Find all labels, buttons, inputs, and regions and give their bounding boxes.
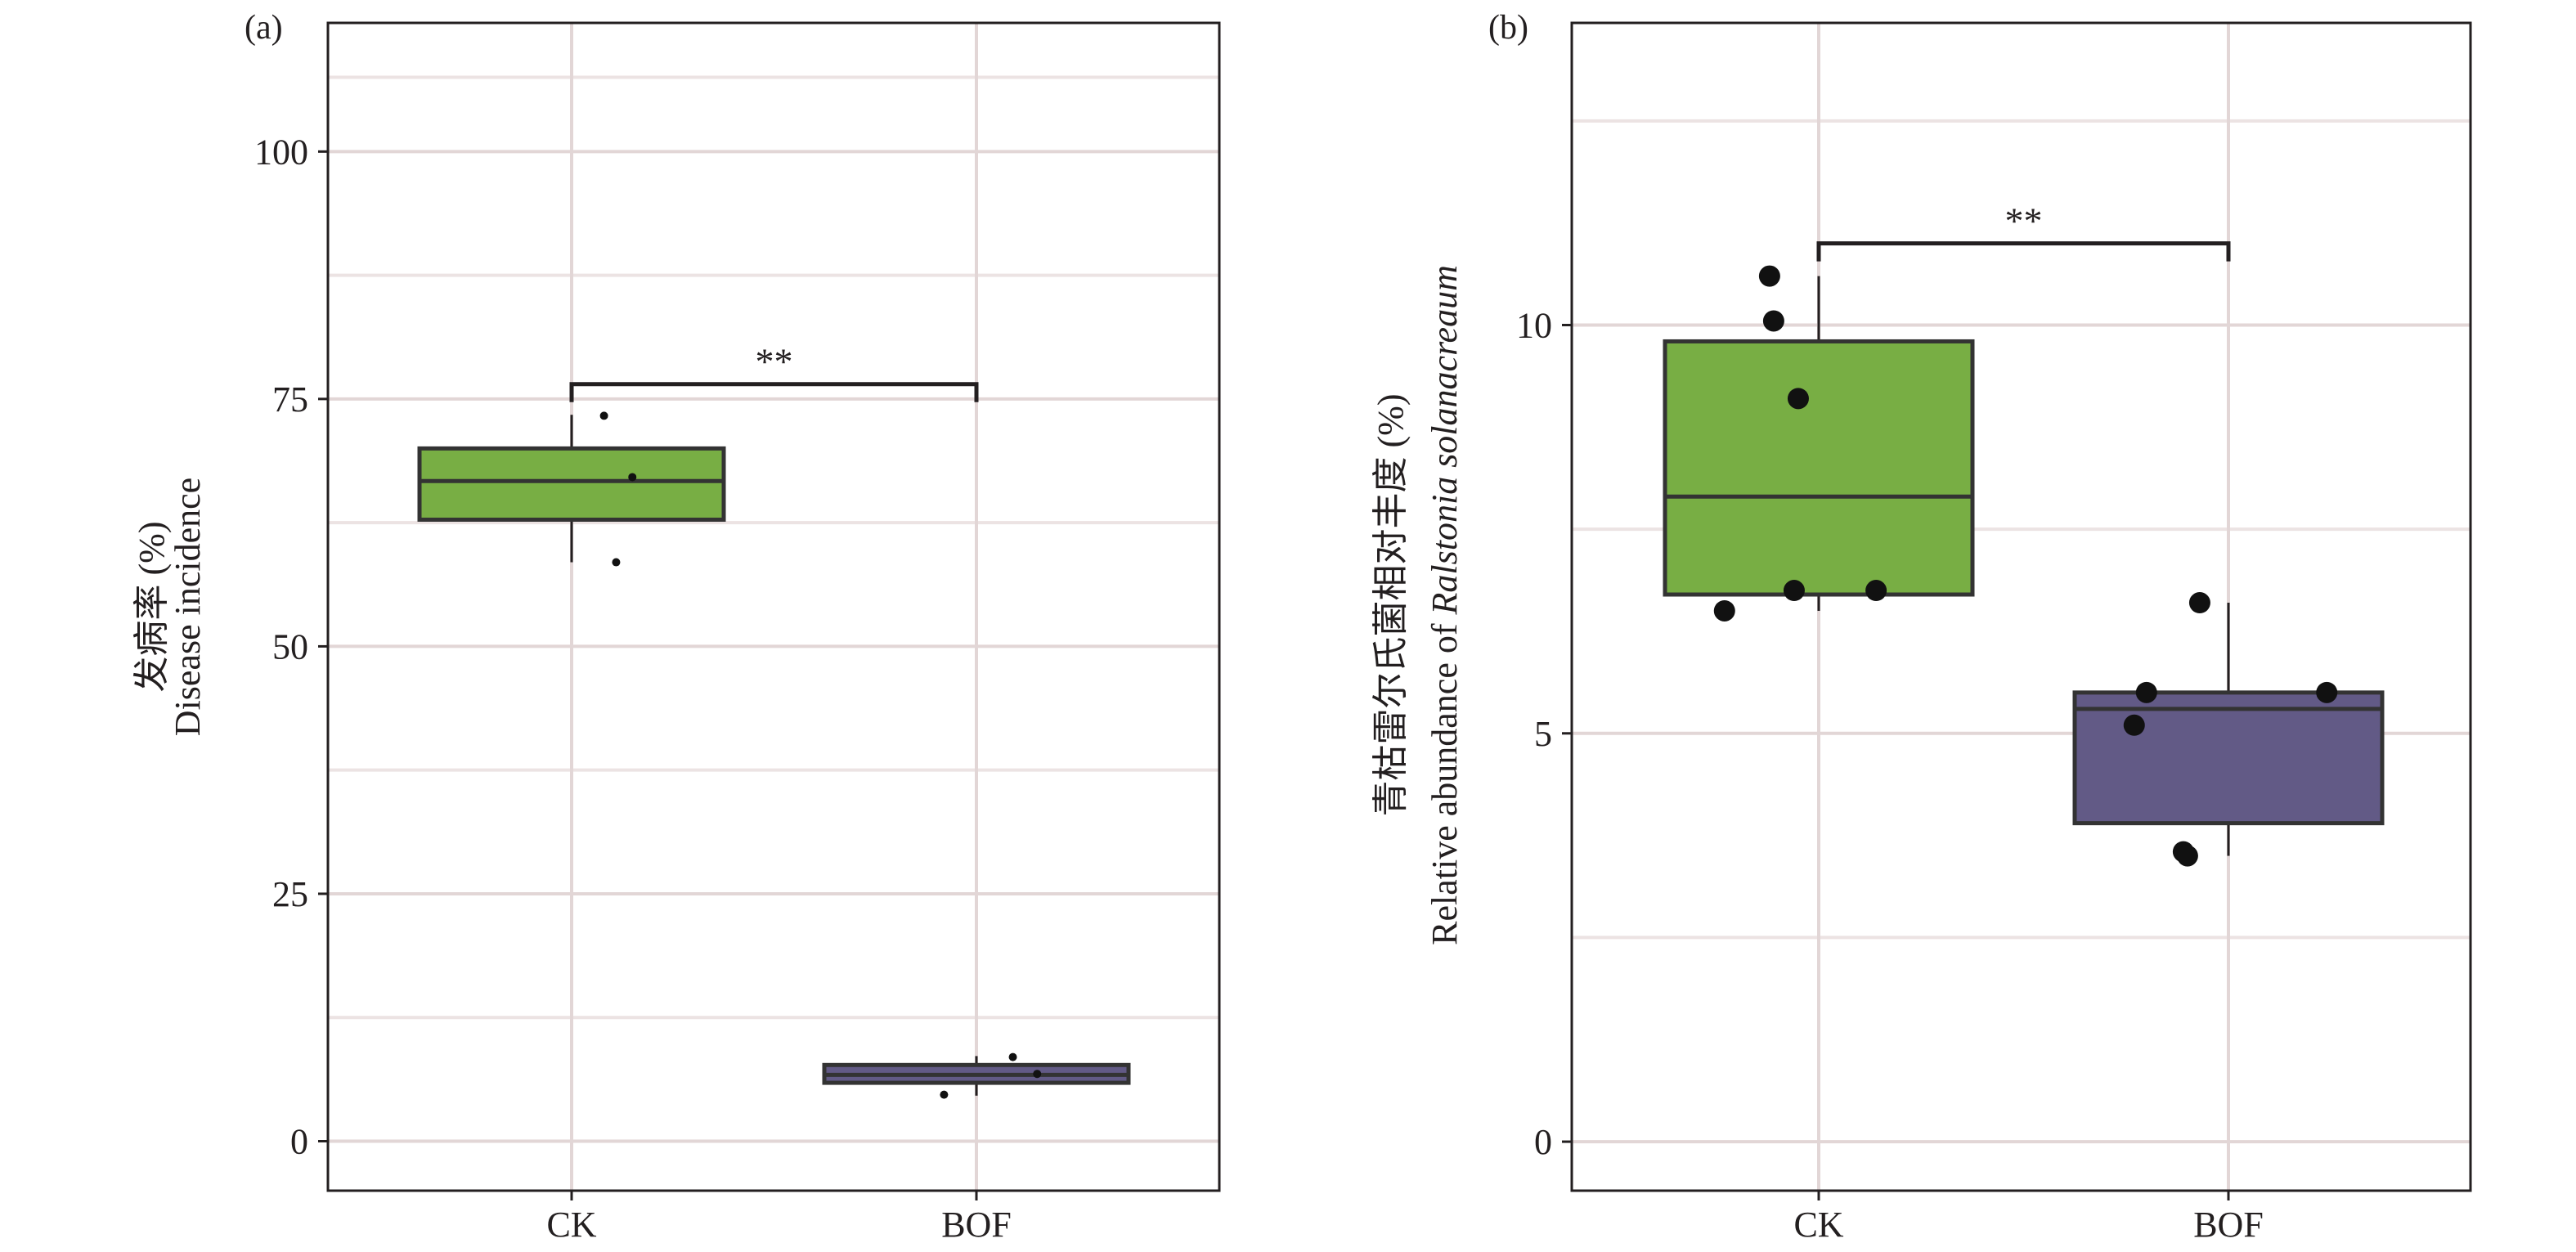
data-point-ck [1762, 310, 1784, 332]
significance-bracket [569, 382, 979, 402]
data-point-bof [2135, 681, 2157, 703]
significance-bracket [1816, 241, 2231, 262]
data-point-ck [612, 558, 621, 567]
box-body [2072, 690, 2385, 826]
data-point-ck [1787, 388, 1809, 410]
box-ck [417, 415, 726, 563]
data-point-bof [2123, 714, 2145, 736]
data-point-ck [599, 411, 608, 420]
box-bof [822, 1056, 1131, 1096]
data-point-ck [1758, 265, 1780, 287]
y-tick-label: 75 [272, 379, 308, 420]
data-point-bof [2176, 845, 2198, 867]
data-point-ck [1783, 580, 1805, 602]
significance-label: ** [756, 341, 793, 383]
data-point-bof [2188, 592, 2210, 614]
x-tick-label: BOF [2193, 1205, 2264, 1245]
data-point-ck [1713, 599, 1735, 622]
panel-label: (b) [1488, 9, 1528, 47]
box-body [1663, 339, 1975, 597]
panel-label: (a) [245, 9, 283, 47]
significance-label: ** [2005, 200, 2043, 242]
panel-b: ** 0 5 10 CK BOF (b) 青枯雷尔氏菌相对丰度 (%) Relative abu… [1371, 9, 2472, 1245]
x-tick-label: BOF [941, 1205, 1012, 1245]
y-axis-title-line2: Relative abundance of Ralstonia solanacr… [1425, 265, 1465, 945]
y-tick-label: 25 [272, 874, 308, 914]
y-tick-label: 100 [254, 132, 308, 172]
box-bof [2072, 603, 2385, 856]
y-axis-title-line1: 发病率 (%) [132, 522, 172, 693]
data-point-bof [2316, 681, 2338, 703]
panel-a: ** 0 25 50 75 100 CK BOF (a) 发病率 (%)Disease incid… [132, 9, 1221, 1245]
data-point-ck [1865, 580, 1887, 602]
data-point-ck [628, 473, 637, 482]
box-ck [1663, 276, 1975, 611]
y-tick-label: 10 [1516, 305, 1552, 345]
box-body [417, 446, 726, 523]
data-point-bof [1008, 1052, 1017, 1061]
y-axis-title-line1: 青枯雷尔氏菌相对丰度 (%) [1371, 394, 1411, 817]
x-tick-label: CK [546, 1205, 596, 1245]
data-point-bof [940, 1090, 949, 1099]
plot-frame [326, 21, 1221, 1192]
data-point-bof [1033, 1070, 1042, 1079]
y-tick-label: 0 [1534, 1122, 1552, 1162]
y-tick-label: 5 [1534, 714, 1552, 754]
y-tick-label: 50 [272, 626, 308, 666]
plot-frame [1570, 21, 2472, 1192]
y-tick-label: 0 [290, 1121, 308, 1161]
y-axis-title-line2: Disease incidence [168, 478, 208, 736]
x-tick-label: CK [1793, 1205, 1843, 1245]
